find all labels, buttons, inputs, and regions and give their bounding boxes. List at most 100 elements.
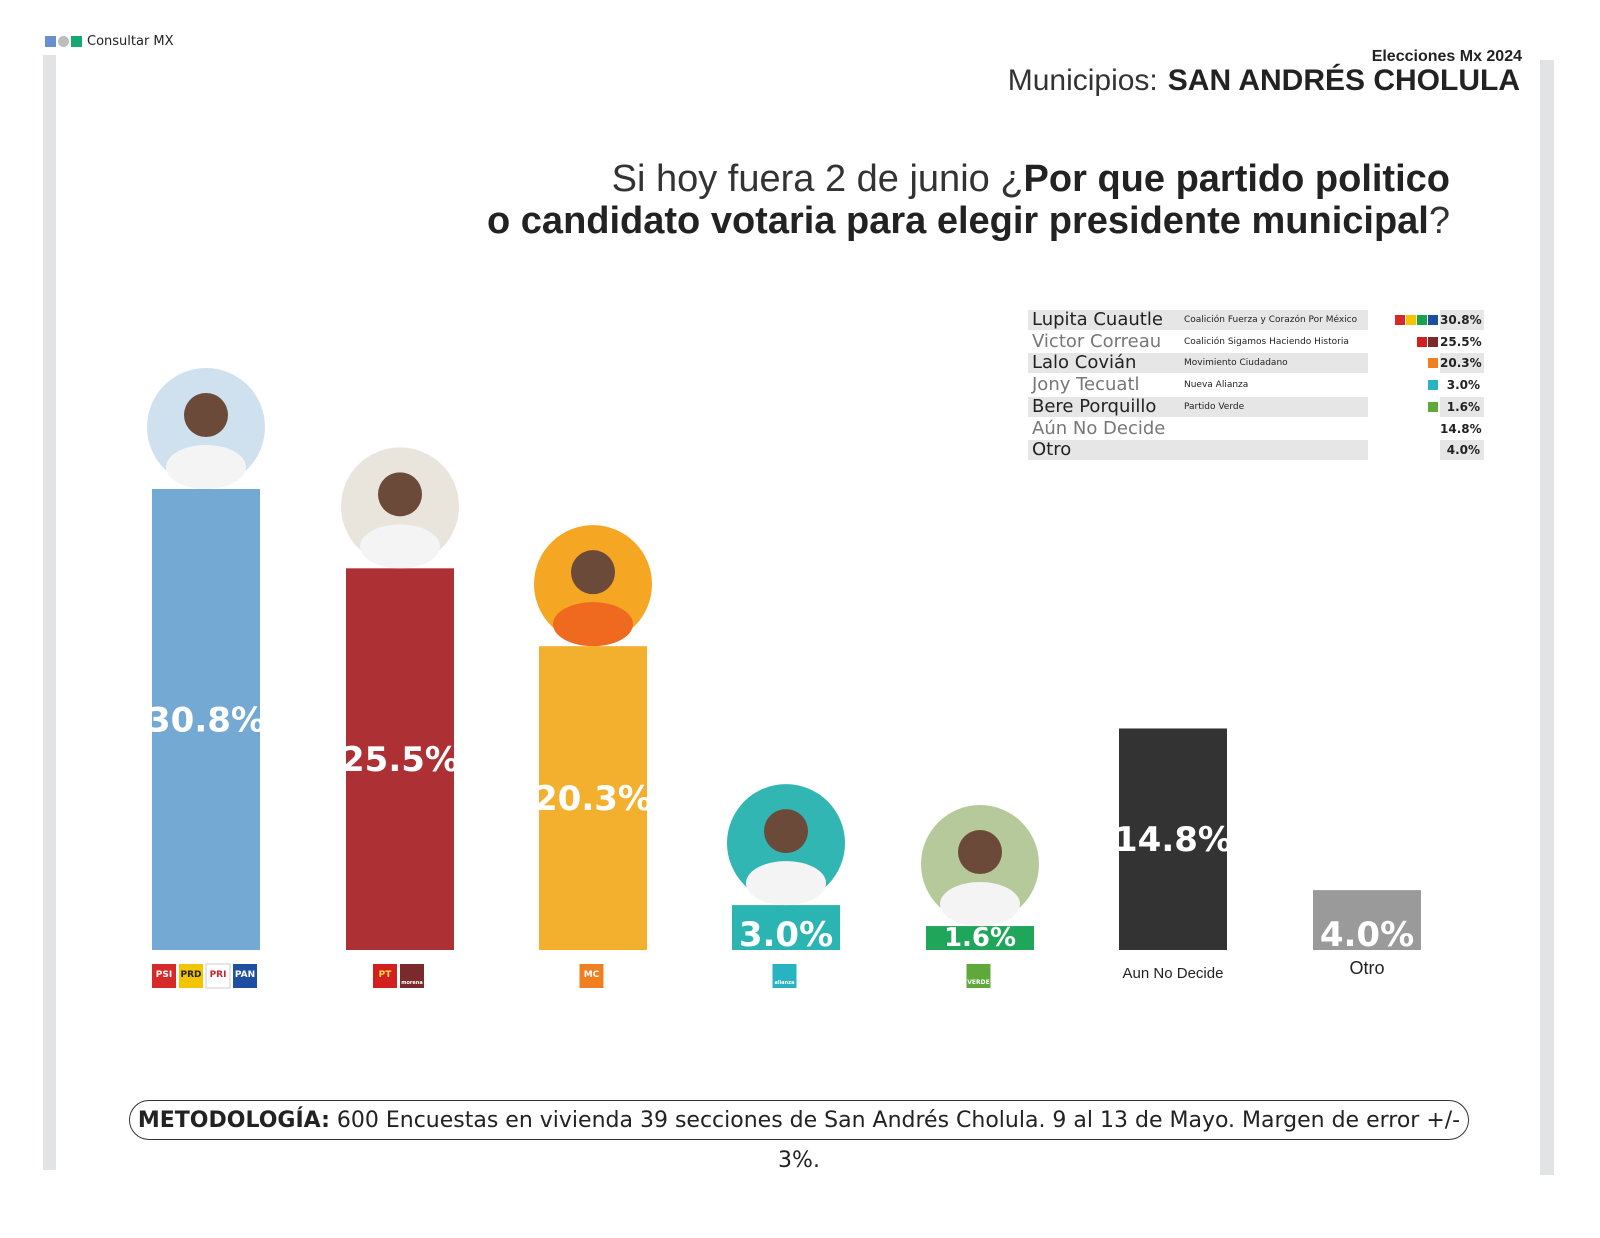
pri-logo-icon xyxy=(205,963,231,989)
legend-row: Lalo Covián Movimiento Ciudadano 20.3% xyxy=(1028,353,1488,374)
party-logo-icon xyxy=(1428,401,1438,412)
legend-party-logos xyxy=(1428,401,1438,412)
alianza-logo-icon xyxy=(772,964,797,988)
legend-party: Coalición Fuerza y Corazón Por México xyxy=(1178,310,1368,330)
legend-value: 30.8% xyxy=(1440,310,1484,330)
mc-logo-icon xyxy=(579,964,604,988)
bar xyxy=(152,489,260,950)
data-label: 1.6% xyxy=(944,923,1016,953)
question-part: Por que partido politico xyxy=(1023,158,1450,200)
brand-name: Consultar MX xyxy=(87,34,174,49)
data-label: 14.8% xyxy=(1114,820,1232,860)
legend-candidate: Lupita Cuautle xyxy=(1028,310,1180,330)
party-logo-icon xyxy=(1428,380,1438,391)
morena-logo-icon xyxy=(400,964,424,988)
candidate-photo xyxy=(921,805,1039,927)
legend-candidate: Bere Porquillo xyxy=(1028,396,1180,417)
legend-candidate: Jony Tecuatl xyxy=(1032,374,1140,396)
legend-value: 25.5% xyxy=(1440,334,1482,349)
pt-logo-icon xyxy=(373,964,397,988)
bar xyxy=(346,568,454,950)
legend-row: Victor Correau Coalición Sigamos Haciend… xyxy=(1028,330,1488,352)
legend-candidate: Otro xyxy=(1028,440,1180,461)
question-part: Si hoy fuera 2 de junio ¿ xyxy=(611,158,1024,200)
data-label: 4.0% xyxy=(1320,915,1414,955)
bar xyxy=(732,905,840,950)
legend-party: Nueva Alianza xyxy=(1184,380,1249,391)
legend-value: 3.0% xyxy=(1446,378,1480,393)
pan-logo-icon xyxy=(233,964,257,988)
candidate-photo xyxy=(727,784,845,906)
supertitle: Elecciones Mx 2024 xyxy=(1371,48,1522,65)
legend-value: 1.6% xyxy=(1440,396,1484,417)
logo-square-icon xyxy=(71,36,82,47)
logo-circle-icon xyxy=(58,36,69,47)
legend-row: Lupita Cuautle Coalición Fuerza y Corazó… xyxy=(1028,310,1488,330)
legend-row: Otro 4.0% xyxy=(1028,440,1488,461)
methodology-label: METODOLOGÍA: xyxy=(137,1108,330,1133)
bar xyxy=(1313,890,1421,950)
legend-row: Aún No Decide 14.8% xyxy=(1028,417,1488,439)
question-title: Si hoy fuera 2 de junio ¿Por que partido… xyxy=(487,158,1450,242)
candidate-photo xyxy=(341,447,459,569)
legend-value: 4.0% xyxy=(1440,440,1484,461)
question-part: o candidato votaria para elegir presiden… xyxy=(487,200,1429,242)
party-logo-icon xyxy=(1395,315,1405,325)
party-logo-icon xyxy=(1417,315,1427,325)
legend-row: Jony Tecuatl Nueva Alianza 3.0% xyxy=(1028,375,1488,395)
legend-row: Bere Porquillo Partido Verde 1.6% xyxy=(1028,396,1488,417)
party-logo-icon xyxy=(1428,336,1438,347)
data-label: 30.8% xyxy=(147,701,265,741)
methodology-text: 600 Encuestas en vivienda 39 secciones d… xyxy=(329,1108,1461,1173)
psi-logo-text: PSI xyxy=(156,970,172,980)
legend-party: Coalición Sigamos Haciendo Historia xyxy=(1184,336,1349,347)
left-accent-bar xyxy=(43,55,56,1170)
legend-candidate: Aún No Decide xyxy=(1032,417,1166,439)
pan-logo-text: PAN xyxy=(235,970,255,980)
x-tick-label: Aun No Decide xyxy=(1123,965,1224,982)
legend-party: Movimiento Ciudadano xyxy=(1178,353,1368,374)
data-label: 20.3% xyxy=(534,779,652,819)
legend-value: 20.3% xyxy=(1440,353,1484,374)
legend-value: 14.8% xyxy=(1440,421,1482,436)
alianza-logo-text: alianza xyxy=(774,980,794,986)
legend-party-logos xyxy=(1428,380,1438,391)
legend-party-logos xyxy=(1417,336,1438,347)
municipio-name: SAN ANDRÉS CHOLULA xyxy=(1167,64,1520,97)
data-label: 3.0% xyxy=(739,915,833,955)
legend-party-logos xyxy=(1395,315,1438,325)
legend-candidate: Lalo Covián xyxy=(1028,353,1180,374)
party-logo-icon xyxy=(1428,358,1438,369)
methodology-box: METODOLOGÍA: 600 Encuestas en vivienda 3… xyxy=(129,1100,1469,1173)
party-logo-icon xyxy=(1428,315,1438,325)
candidate-photo xyxy=(147,368,265,489)
legend-candidate: Victor Correau xyxy=(1032,330,1162,352)
question-part: ? xyxy=(1428,200,1450,242)
prd-logo-text: PRD xyxy=(181,970,202,980)
legend-party: Partido Verde xyxy=(1178,396,1368,417)
bar xyxy=(1119,728,1227,950)
psi-logo-icon xyxy=(152,964,176,988)
pri-logo-text: PRI xyxy=(210,970,227,980)
prd-logo-icon xyxy=(179,964,203,988)
bar xyxy=(539,646,647,950)
verde-logo-text: VERDE xyxy=(967,979,989,986)
legend-party xyxy=(1178,440,1368,461)
pt-logo-text: PT xyxy=(379,970,393,980)
x-tick-label: Otro xyxy=(1349,958,1384,978)
logo-square-icon xyxy=(45,36,56,47)
municipio-label: Municipios: xyxy=(1007,64,1158,97)
party-logo-icon xyxy=(1406,315,1416,325)
morena-logo-text: morena xyxy=(401,980,422,986)
data-label: 25.5% xyxy=(341,740,459,780)
bar xyxy=(926,926,1034,950)
mc-logo-text: MC xyxy=(584,970,600,980)
party-logo-icon xyxy=(1417,336,1427,347)
candidate-photo xyxy=(534,525,652,647)
brand-logo: Consultar MX xyxy=(45,34,174,49)
verde-logo-icon xyxy=(966,964,991,988)
right-accent-bar xyxy=(1540,60,1554,1175)
legend-party-logos xyxy=(1428,358,1438,369)
